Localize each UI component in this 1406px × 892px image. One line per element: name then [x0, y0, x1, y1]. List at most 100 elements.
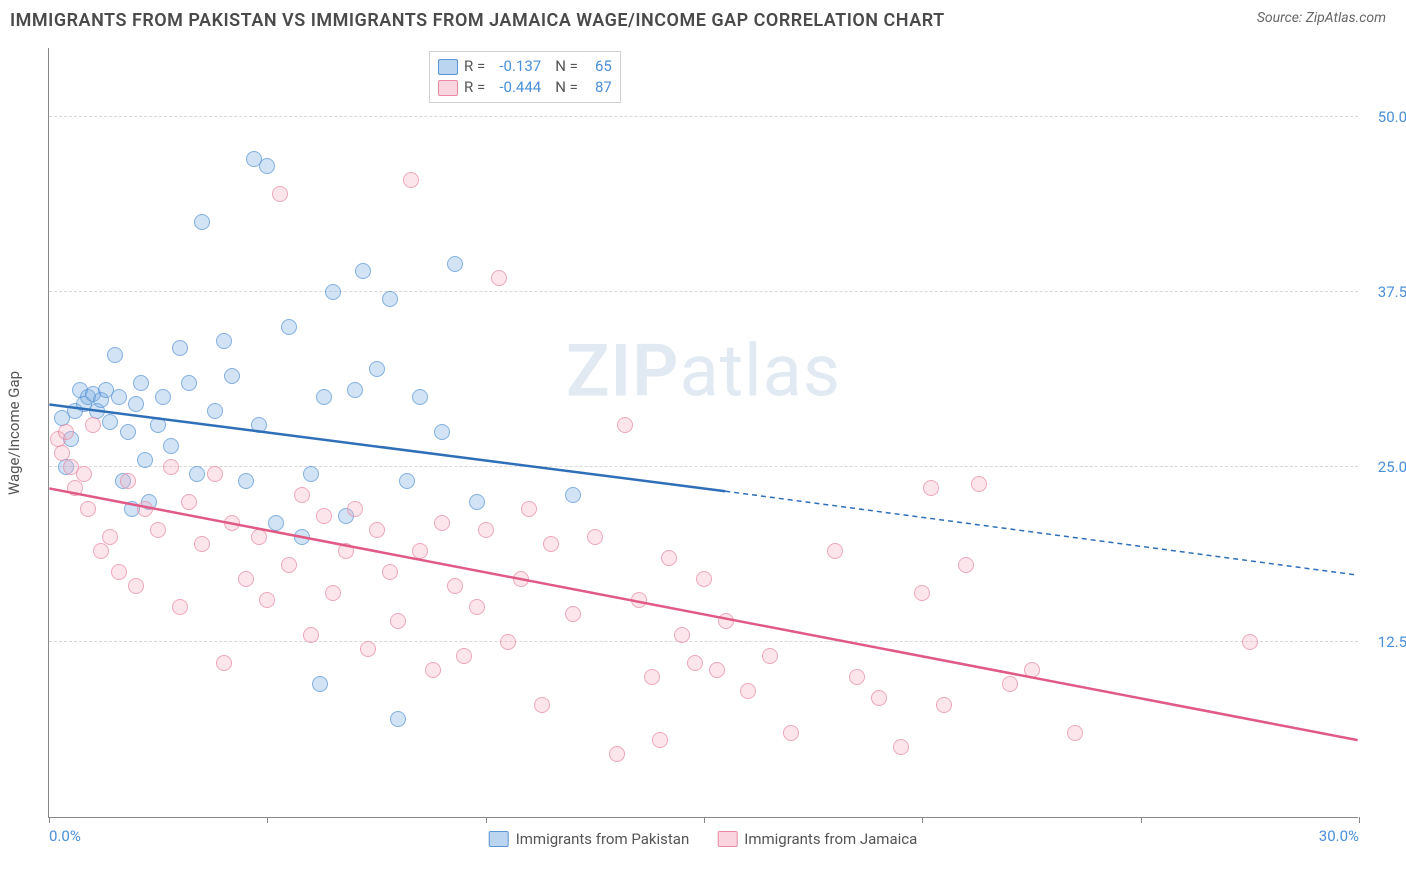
correlation-legend: R = -0.137 N = 65 R = -0.444 N = 87: [429, 51, 621, 103]
data-point: [251, 417, 267, 433]
swatch-pink: [717, 831, 737, 847]
data-point: [172, 599, 188, 615]
data-point: [216, 655, 232, 671]
data-point: [696, 571, 712, 587]
data-point: [709, 662, 725, 678]
data-point: [120, 473, 136, 489]
xtick: [49, 817, 50, 823]
data-point: [740, 683, 756, 699]
data-point: [224, 368, 240, 384]
data-point: [338, 543, 354, 559]
legend-row-jamaica: R = -0.444 N = 87: [438, 77, 612, 98]
data-point: [312, 676, 328, 692]
xtick: [704, 817, 705, 823]
data-point: [163, 459, 179, 475]
data-point: [434, 424, 450, 440]
data-point: [268, 515, 284, 531]
data-point: [120, 424, 136, 440]
data-point: [469, 599, 485, 615]
xtick: [922, 817, 923, 823]
data-point: [216, 333, 232, 349]
y-axis-label: Wage/Income Gap: [5, 371, 23, 495]
data-point: [111, 564, 127, 580]
data-point: [238, 473, 254, 489]
data-point: [513, 571, 529, 587]
data-point: [412, 543, 428, 559]
data-point: [111, 389, 127, 405]
chart-title: IMMIGRANTS FROM PAKISTAN VS IMMIGRANTS F…: [10, 10, 945, 31]
data-point: [150, 522, 166, 538]
data-point: [67, 480, 83, 496]
data-point: [718, 613, 734, 629]
data-point: [914, 585, 930, 601]
data-point: [403, 172, 419, 188]
data-point: [500, 634, 516, 650]
data-point: [172, 340, 188, 356]
data-point: [674, 627, 690, 643]
xtick-label: 30.0%: [1319, 827, 1359, 845]
ytick-label: 50.0%: [1363, 108, 1406, 126]
data-point: [609, 746, 625, 762]
data-point: [207, 466, 223, 482]
data-point: [316, 389, 332, 405]
data-point: [971, 476, 987, 492]
data-point: [189, 466, 205, 482]
data-point: [1002, 676, 1018, 692]
data-point: [534, 697, 550, 713]
data-point: [294, 529, 310, 545]
data-point: [478, 522, 494, 538]
data-point: [390, 613, 406, 629]
source-attribution: Source: ZipAtlas.com: [1257, 10, 1386, 26]
data-point: [412, 389, 428, 405]
data-point: [181, 494, 197, 510]
data-point: [80, 501, 96, 517]
data-point: [155, 389, 171, 405]
ytick-label: 37.5%: [1363, 283, 1406, 301]
xtick: [267, 817, 268, 823]
legend-item-jamaica: Immigrants from Jamaica: [717, 830, 917, 848]
data-point: [661, 550, 677, 566]
data-point: [150, 417, 166, 433]
data-point: [128, 396, 144, 412]
data-point: [133, 375, 149, 391]
data-point: [382, 564, 398, 580]
data-point: [93, 543, 109, 559]
data-point: [923, 480, 939, 496]
data-point: [85, 417, 101, 433]
swatch-blue: [489, 831, 509, 847]
swatch-pink: [438, 80, 458, 96]
data-point: [137, 501, 153, 517]
data-point: [390, 711, 406, 727]
data-point: [194, 536, 210, 552]
xtick: [1141, 817, 1142, 823]
data-point: [347, 501, 363, 517]
data-point: [102, 414, 118, 430]
xtick-label: 0.0%: [49, 827, 81, 845]
data-point: [565, 487, 581, 503]
data-point: [58, 424, 74, 440]
data-point: [469, 494, 485, 510]
data-point: [447, 578, 463, 594]
data-point: [849, 669, 865, 685]
data-point: [128, 578, 144, 594]
data-point: [1242, 634, 1258, 650]
data-point: [281, 557, 297, 573]
gridline: [49, 291, 1358, 292]
data-point: [783, 725, 799, 741]
data-point: [259, 592, 275, 608]
data-point: [102, 529, 118, 545]
xtick: [1359, 817, 1360, 823]
data-point: [1024, 662, 1040, 678]
data-point: [369, 522, 385, 538]
ytick-label: 12.5%: [1363, 633, 1406, 651]
chart-area: ZIPatlas 12.5%25.0%37.5%50.0% 0.0%30.0% …: [48, 48, 1358, 818]
data-point: [631, 592, 647, 608]
series-legend: Immigrants from Pakistan Immigrants from…: [489, 830, 918, 848]
data-point: [565, 606, 581, 622]
legend-item-pakistan: Immigrants from Pakistan: [489, 830, 690, 848]
data-point: [272, 186, 288, 202]
data-point: [1067, 725, 1083, 741]
data-point: [762, 648, 778, 664]
data-point: [137, 452, 153, 468]
data-point: [207, 403, 223, 419]
